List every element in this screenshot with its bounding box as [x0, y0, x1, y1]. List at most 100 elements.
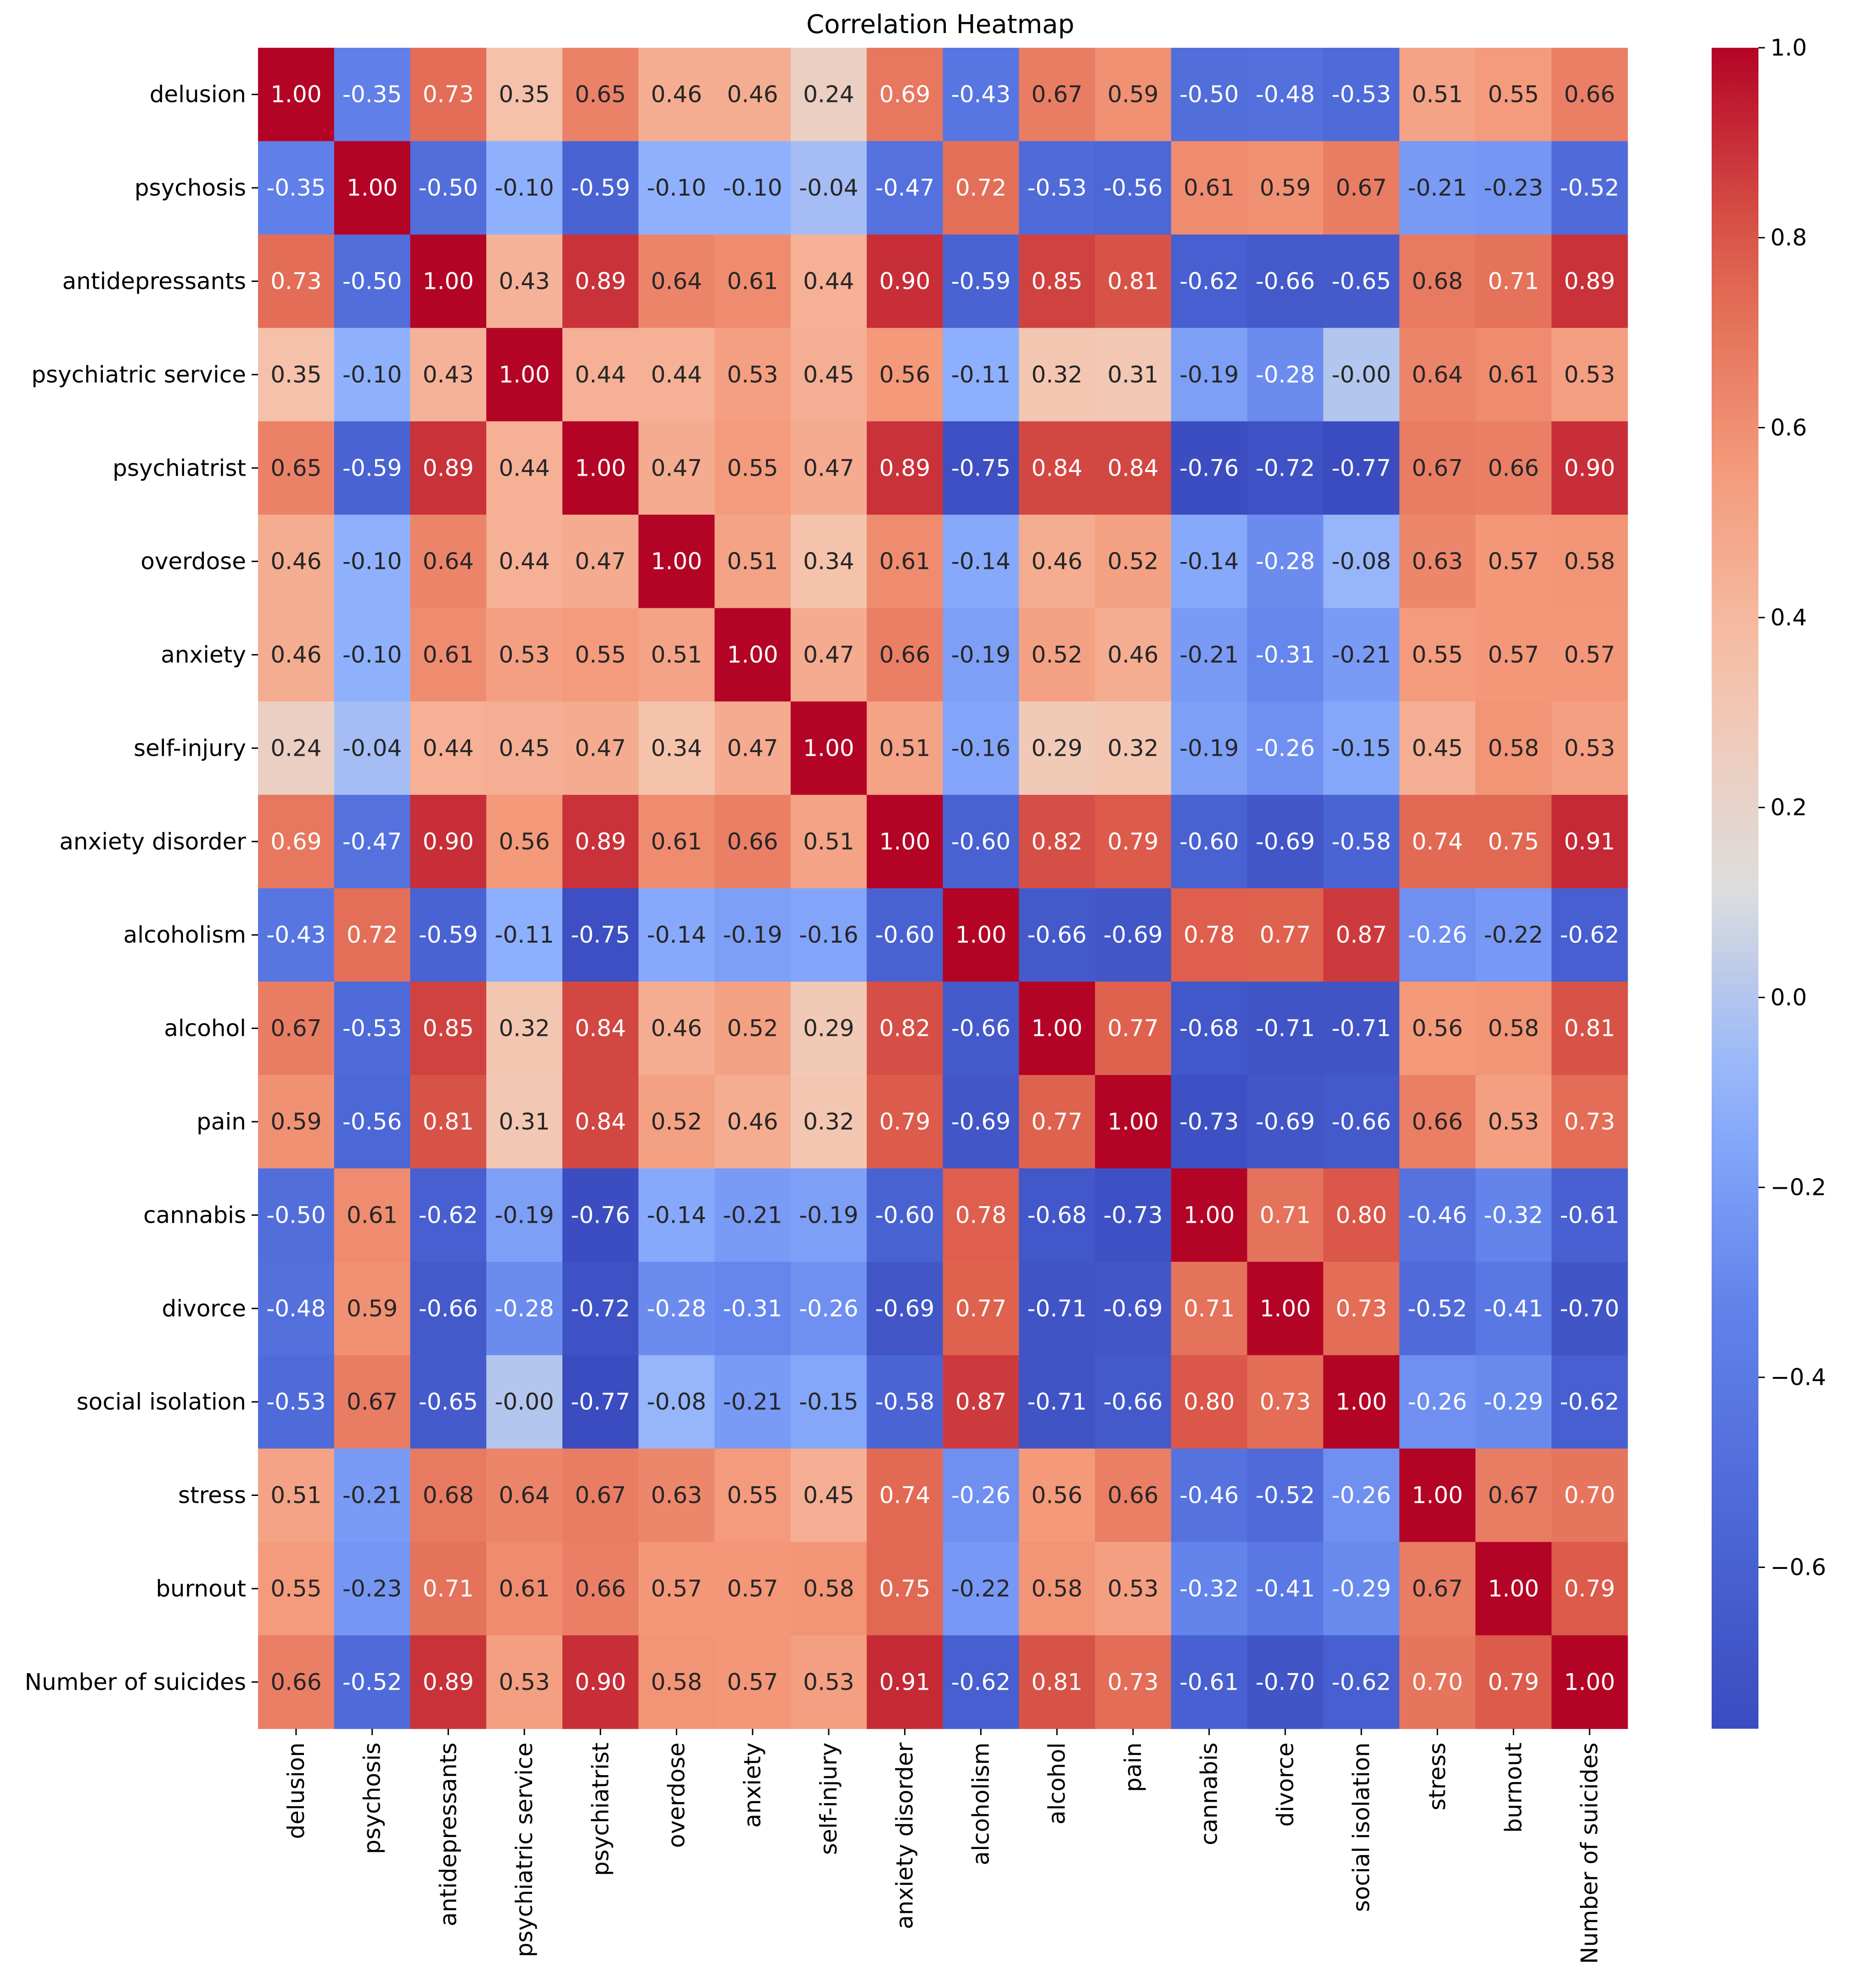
heatmap-cell	[1247, 1168, 1324, 1262]
heatmap-cell	[791, 981, 867, 1075]
y-tick-label: delusion	[150, 81, 246, 108]
heatmap-cell	[1095, 1635, 1172, 1729]
heatmap-cell	[258, 141, 335, 235]
heatmap-cell-value: 1.00	[347, 174, 398, 201]
heatmap-cell-value: -0.14	[647, 922, 706, 948]
heatmap-cell	[1399, 608, 1476, 702]
heatmap-cell-value: -0.50	[419, 174, 478, 201]
heatmap-cell	[562, 981, 639, 1075]
heatmap-cell	[1323, 701, 1400, 795]
y-tick-label: divorce	[162, 1295, 246, 1322]
heatmap-cell-value: 0.81	[1564, 1015, 1615, 1042]
heatmap-cell-value: 0.44	[499, 455, 550, 481]
y-tick-label: anxiety	[161, 641, 246, 668]
heatmap-cell	[410, 421, 487, 515]
heatmap-cell	[562, 514, 639, 608]
heatmap-cell	[943, 141, 1019, 235]
heatmap-cell-value: 0.61	[1184, 174, 1235, 201]
heatmap-cell-value: -0.53	[1027, 174, 1086, 201]
heatmap-cell-value: 0.70	[1412, 1669, 1463, 1695]
x-tick-label: alcoholism	[967, 1742, 994, 1865]
heatmap-cell-value: -0.48	[266, 1295, 326, 1322]
heatmap-cell	[638, 421, 715, 515]
heatmap-cell-value: 0.89	[575, 268, 626, 294]
heatmap-cell	[791, 608, 867, 702]
heatmap-cell-value: -0.19	[951, 641, 1011, 668]
heatmap-cell	[486, 48, 563, 141]
heatmap-cell	[486, 514, 563, 608]
heatmap-cell	[943, 608, 1019, 702]
heatmap-cell-value: -0.69	[1103, 1295, 1163, 1322]
heatmap-cell-value: -0.61	[1180, 1669, 1239, 1695]
heatmap-cell	[791, 1262, 867, 1356]
heatmap-cell	[410, 981, 487, 1075]
heatmap-cell	[1399, 1075, 1476, 1169]
heatmap-cell-value: 0.63	[1412, 548, 1463, 575]
heatmap-cell-value: -0.66	[1256, 268, 1315, 294]
heatmap-cell	[638, 1168, 715, 1262]
heatmap-cell	[486, 234, 563, 328]
heatmap-cell	[638, 1355, 715, 1449]
heatmap-cell	[1019, 701, 1095, 795]
heatmap-cell-value: 0.81	[423, 1108, 474, 1135]
heatmap-cell	[943, 234, 1019, 328]
heatmap-cell-value: -0.47	[343, 828, 402, 855]
heatmap-cell-value: 0.57	[1488, 641, 1539, 668]
heatmap-cell	[334, 328, 411, 422]
heatmap-cell-value: 0.63	[651, 1482, 702, 1509]
heatmap-cell-value: 0.73	[1260, 1388, 1311, 1415]
heatmap-cell	[258, 1168, 335, 1262]
heatmap-cell-value: 0.51	[651, 641, 702, 668]
heatmap-cell	[486, 328, 563, 422]
heatmap-cell	[1171, 141, 1247, 235]
heatmap-cell	[1475, 1168, 1552, 1262]
x-tick-label: alcohol	[1044, 1742, 1070, 1825]
heatmap-cell	[1551, 514, 1628, 608]
heatmap-cell-value: 0.71	[1184, 1295, 1235, 1322]
heatmap-cell-value: -0.19	[1180, 361, 1239, 388]
heatmap-cell-value: -0.28	[494, 1295, 554, 1322]
heatmap-cell	[943, 1448, 1019, 1542]
heatmap-cell	[638, 701, 715, 795]
heatmap-cell	[334, 1448, 411, 1542]
heatmap-cell	[1323, 421, 1400, 515]
heatmap-cell-value: -0.29	[1331, 1575, 1391, 1602]
x-tick-label: cannabis	[1196, 1742, 1223, 1845]
y-tick-label: stress	[178, 1482, 246, 1509]
heatmap-cell	[334, 888, 411, 982]
heatmap-cell-value: 0.71	[423, 1575, 474, 1602]
heatmap-cell-value: -0.65	[419, 1388, 478, 1415]
heatmap-cell	[562, 1075, 639, 1169]
heatmap-cell-value: 0.47	[575, 735, 626, 761]
heatmap-cell	[1475, 141, 1552, 235]
heatmap-cell	[1095, 981, 1172, 1075]
heatmap-cell	[1019, 141, 1095, 235]
heatmap-cell-value: -0.21	[1408, 174, 1467, 201]
x-tick-label: pain	[1120, 1742, 1146, 1792]
heatmap-cell	[486, 1542, 563, 1636]
heatmap-cell-value: 0.46	[727, 1108, 778, 1135]
heatmap-cell	[1399, 1635, 1476, 1729]
heatmap-cell-value: 0.58	[1031, 1575, 1082, 1602]
heatmap-cell-value: -0.71	[1027, 1388, 1086, 1415]
heatmap-cell-value: 0.89	[423, 1669, 474, 1695]
heatmap-cell	[1247, 608, 1324, 702]
heatmap-cell	[1551, 1355, 1628, 1449]
heatmap-cell-value: 0.55	[1488, 81, 1539, 108]
heatmap-cell	[1323, 141, 1400, 235]
heatmap-cell-value: -0.46	[1408, 1202, 1467, 1228]
heatmap-cell-value: -0.22	[951, 1575, 1011, 1602]
heatmap-cell	[1095, 608, 1172, 702]
heatmap-cell	[1095, 1075, 1172, 1169]
heatmap-cell-value: 0.53	[727, 361, 778, 388]
heatmap-cell	[486, 1262, 563, 1356]
heatmap-cell-value: -0.14	[1180, 548, 1239, 575]
heatmap-cell-value: 0.58	[1564, 548, 1615, 575]
heatmap-cell-value: -0.56	[1103, 174, 1163, 201]
heatmap-cell	[258, 795, 335, 889]
heatmap-cell	[1475, 701, 1552, 795]
heatmap-cell-value: -0.11	[494, 922, 554, 948]
heatmap-cell	[562, 141, 639, 235]
heatmap-cell-value: -0.66	[1027, 922, 1086, 948]
heatmap-cell	[1171, 1448, 1247, 1542]
